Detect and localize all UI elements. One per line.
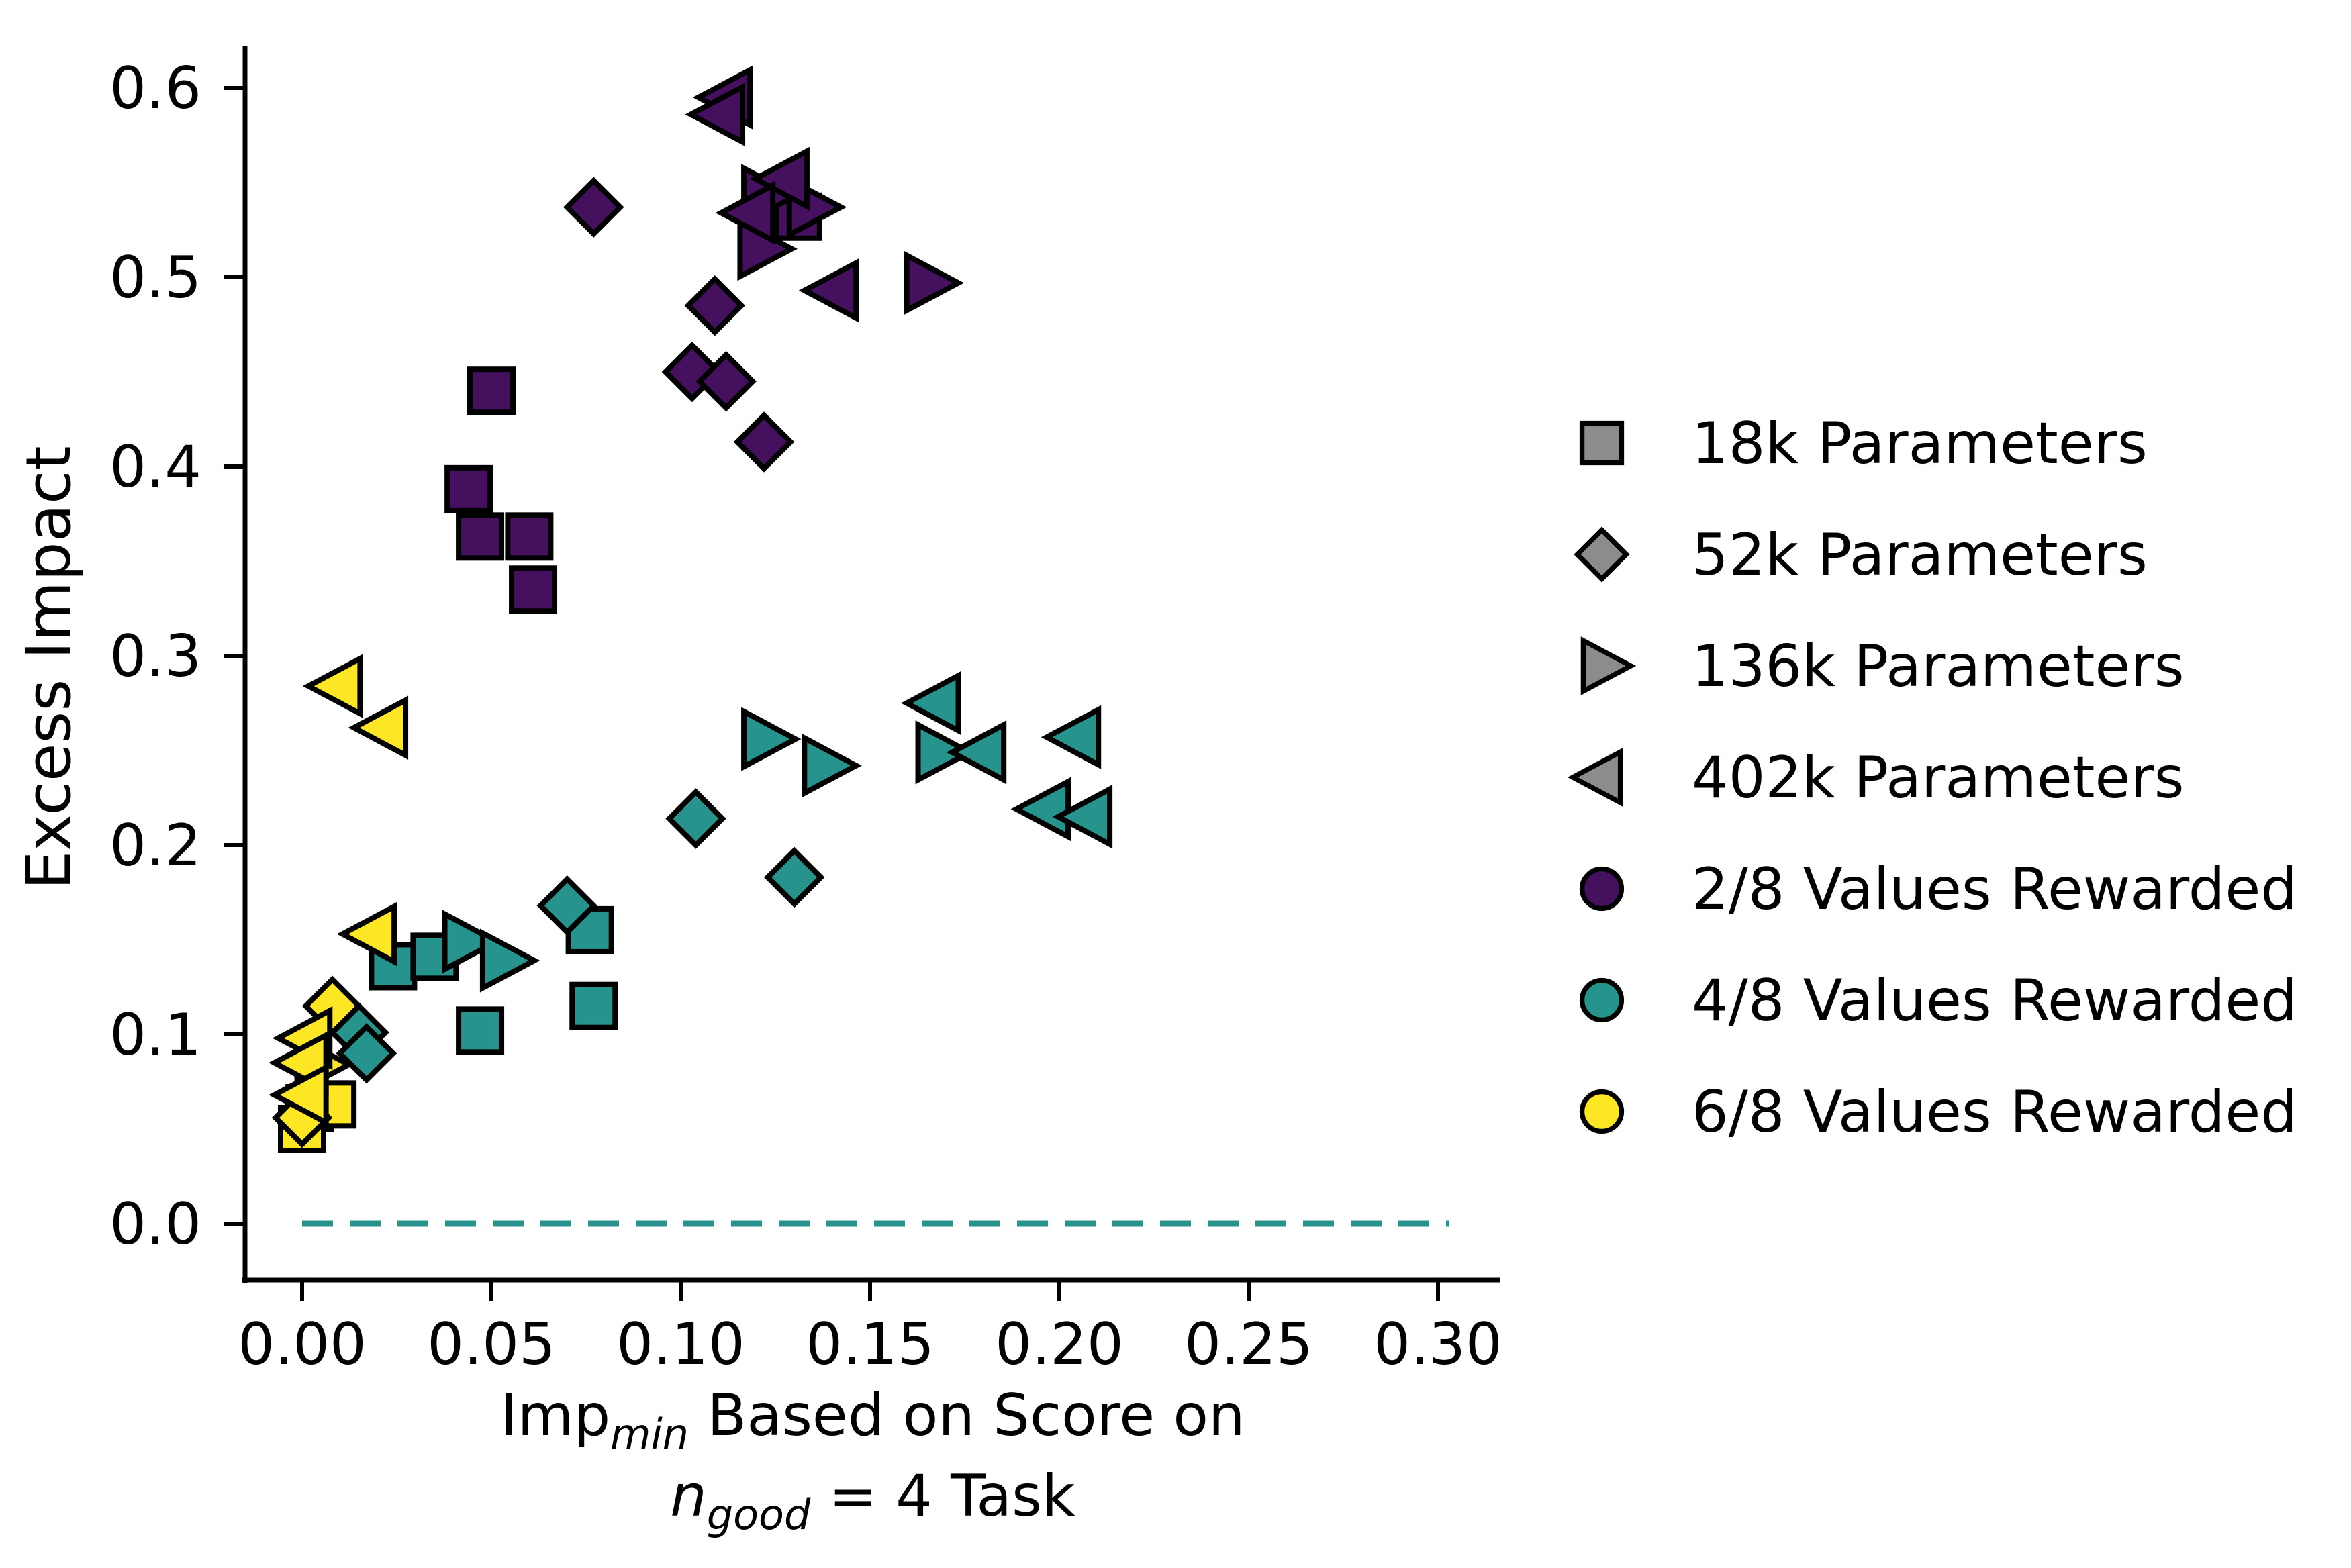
legend-square-icon bbox=[1579, 420, 1625, 466]
y-tick-label: 0.6 bbox=[109, 55, 201, 122]
series-yellow-triangle-left bbox=[269, 654, 409, 1127]
x-label-imp-subscript: min bbox=[610, 1410, 689, 1459]
legend-item: 4/8 Values Rewarded bbox=[1579, 967, 2297, 1034]
triangle-left-marker bbox=[1041, 705, 1102, 769]
triangle-left-marker bbox=[1052, 785, 1113, 849]
y-tick-label: 0.2 bbox=[109, 812, 201, 879]
triangle-right-marker bbox=[442, 910, 503, 974]
x-axis-label-line2: ngood = 4 Task bbox=[670, 1463, 1075, 1539]
y-axis-label: Excess Impact bbox=[13, 446, 85, 889]
legend-item: 18k Parameters bbox=[1579, 410, 2148, 477]
diamond-marker bbox=[733, 411, 795, 473]
legend: 18k Parameters 52k Parameters 136k Paramet… bbox=[1567, 410, 2297, 1146]
diamond-marker bbox=[695, 350, 757, 412]
triangle-left-marker bbox=[348, 695, 409, 760]
legend-triangle-right-icon bbox=[1580, 636, 1637, 695]
triangle-left-marker bbox=[798, 258, 859, 323]
x-tick-label: 0.10 bbox=[616, 1311, 745, 1378]
diamond-marker bbox=[536, 875, 598, 936]
triangle-left-marker bbox=[1010, 777, 1071, 842]
y-tick-label: 0.5 bbox=[109, 244, 201, 311]
legend-label: 52k Parameters bbox=[1692, 522, 2148, 589]
x-tick-label: 0.05 bbox=[427, 1311, 555, 1378]
triangle-left-marker bbox=[901, 671, 961, 736]
square-marker bbox=[467, 366, 516, 415]
x-axis-label-line1: Impmin Based on Score on bbox=[500, 1382, 1245, 1459]
triangle-left-marker bbox=[336, 901, 397, 967]
triangle-right-marker bbox=[479, 928, 540, 993]
y-tick-label: 0.4 bbox=[109, 434, 201, 501]
square-marker bbox=[456, 1006, 505, 1055]
x-tick-label: 0.00 bbox=[238, 1311, 366, 1378]
y-tick-label: 0.0 bbox=[109, 1191, 201, 1258]
y-tick-label: 0.3 bbox=[109, 623, 201, 690]
x-label-imp: Imp bbox=[500, 1382, 610, 1449]
series-teal-triangle-left bbox=[901, 671, 1113, 849]
triangle-right-marker bbox=[915, 720, 976, 785]
x-label-n: n bbox=[670, 1463, 707, 1530]
legend-circle-icon bbox=[1579, 1089, 1625, 1134]
triangle-right-marker bbox=[904, 250, 965, 315]
y-axis-ticks: 0.0 0.1 0.2 0.3 0.4 0.5 0.6 bbox=[109, 55, 245, 1258]
legend-label: 6/8 Values Rewarded bbox=[1692, 1079, 2297, 1146]
legend-item: 136k Parameters bbox=[1580, 633, 2185, 700]
diamond-marker bbox=[684, 275, 746, 336]
triangle-left-marker bbox=[715, 181, 776, 245]
legend-diamond-icon bbox=[1574, 526, 1630, 583]
diamond-marker bbox=[336, 1022, 397, 1084]
data-markers bbox=[269, 65, 1113, 1153]
legend-circle-icon bbox=[1579, 977, 1625, 1023]
square-marker bbox=[444, 464, 493, 513]
triangle-left-marker bbox=[946, 720, 1007, 785]
x-axis-ticks: 0.00 0.05 0.10 0.15 0.20 0.25 0.30 bbox=[238, 1280, 1502, 1378]
square-marker bbox=[505, 512, 554, 561]
x-tick-label: 0.25 bbox=[1184, 1311, 1312, 1378]
square-marker bbox=[456, 512, 505, 561]
diamond-marker bbox=[563, 177, 624, 238]
triangle-left-marker bbox=[749, 146, 810, 211]
x-label-n-subscript: good bbox=[707, 1490, 811, 1539]
triangle-right-marker bbox=[741, 707, 802, 771]
legend-item: 2/8 Values Rewarded bbox=[1579, 856, 2297, 923]
y-tick-label: 0.1 bbox=[109, 1001, 201, 1069]
x-label-line1-rest: Based on Score on bbox=[689, 1382, 1245, 1449]
x-tick-label: 0.15 bbox=[806, 1311, 934, 1378]
legend-item: 52k Parameters bbox=[1574, 522, 2148, 589]
triangle-left-marker bbox=[269, 1063, 329, 1127]
legend-circle-icon bbox=[1579, 866, 1625, 912]
legend-label: 402k Parameters bbox=[1692, 744, 2185, 812]
square-marker bbox=[509, 565, 558, 614]
x-tick-label: 0.30 bbox=[1374, 1311, 1502, 1378]
triangle-left-marker bbox=[302, 654, 363, 718]
x-label-line2-rest: = 4 Task bbox=[810, 1463, 1075, 1530]
legend-label: 136k Parameters bbox=[1692, 633, 2185, 700]
legend-label: 2/8 Values Rewarded bbox=[1692, 856, 2297, 923]
legend-item: 6/8 Values Rewarded bbox=[1579, 1079, 2297, 1146]
diamond-marker bbox=[763, 846, 825, 908]
series-purple-diamond bbox=[563, 177, 795, 473]
legend-label: 4/8 Values Rewarded bbox=[1692, 967, 2297, 1034]
diamond-marker bbox=[665, 788, 726, 849]
triangle-right-marker bbox=[802, 733, 862, 798]
series-teal-triangle-right bbox=[442, 707, 976, 993]
triangle-left-marker bbox=[685, 82, 746, 147]
square-marker bbox=[569, 981, 618, 1030]
x-tick-label: 0.20 bbox=[995, 1311, 1123, 1378]
legend-item: 402k Parameters bbox=[1567, 744, 2185, 812]
series-purple-triangle-left bbox=[685, 65, 859, 323]
legend-triangle-left-icon bbox=[1567, 748, 1623, 807]
legend-label: 18k Parameters bbox=[1692, 410, 2148, 477]
